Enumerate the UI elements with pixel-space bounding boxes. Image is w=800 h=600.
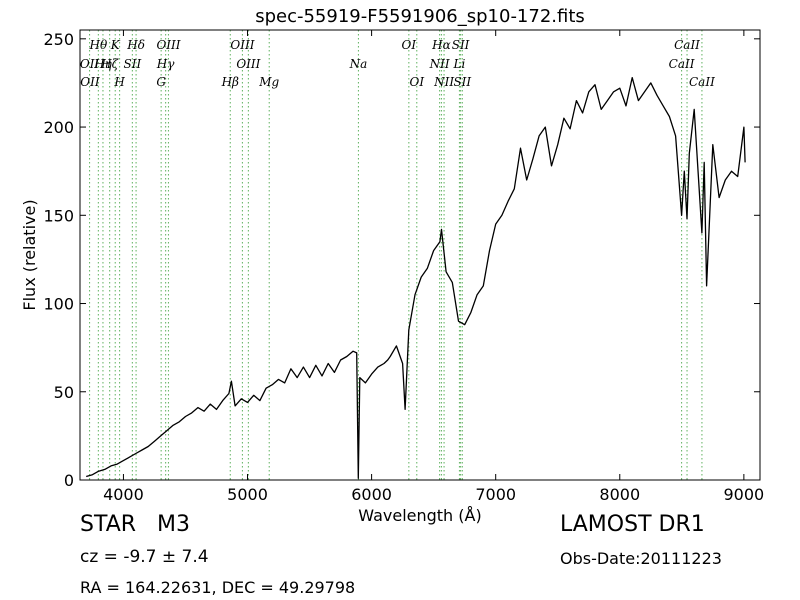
spectral-line-label: CaII bbox=[674, 38, 700, 52]
plot-frame bbox=[79, 29, 761, 481]
spectral-line-label: OIII bbox=[230, 38, 254, 52]
y-tick-label: 50 bbox=[54, 383, 74, 402]
spectral-line-label: Li bbox=[453, 57, 466, 71]
coordinates: RA = 164.22631, DEC = 49.29798 bbox=[80, 578, 356, 597]
spectral-line-label: Hζ bbox=[100, 57, 119, 71]
spectral-line-label: OI bbox=[409, 75, 424, 89]
spectral-line-label: Hθ bbox=[89, 38, 108, 52]
spectral-line-label: CaII bbox=[689, 75, 715, 89]
spectral-line-label: G bbox=[156, 75, 166, 89]
spectral-line-markers bbox=[89, 30, 703, 480]
spectral-line-label: Na bbox=[349, 57, 368, 71]
spectral-line-label: OII bbox=[80, 75, 100, 89]
spectral-line-label: OII bbox=[80, 57, 100, 71]
spectral-line-label: OIII bbox=[236, 57, 260, 71]
spectral-line-label: Hγ bbox=[156, 57, 175, 71]
x-tick-label: 7000 bbox=[475, 485, 516, 504]
spectral-line-label: NII bbox=[433, 75, 454, 89]
spectral-line-label: SII bbox=[124, 57, 142, 71]
spectral-line-label: CaII bbox=[669, 57, 695, 71]
spectral-line-label: H bbox=[113, 75, 125, 89]
spectral-line-label: SII bbox=[453, 75, 471, 89]
x-tick-label: 9000 bbox=[724, 485, 765, 504]
y-tick-label: 100 bbox=[43, 295, 74, 314]
y-tick-label: 150 bbox=[43, 206, 74, 225]
x-tick-label: 6000 bbox=[351, 485, 392, 504]
y-tick-label: 200 bbox=[43, 118, 74, 137]
spectral-line-label: Hα bbox=[431, 38, 451, 52]
x-tick-label: 4000 bbox=[103, 485, 144, 504]
observation-date: Obs-Date:20111223 bbox=[560, 549, 722, 568]
spectral-line-label: K bbox=[110, 38, 121, 52]
spectral-line-label: Hδ bbox=[126, 38, 145, 52]
y-tick-label: 0 bbox=[64, 471, 74, 490]
axis-ticks: 4000 5000 6000 7000 8000 9000 0 50 100 150 200 250 bbox=[43, 30, 764, 504]
spectrum-line bbox=[86, 76, 746, 479]
object-subclass: M3 bbox=[157, 512, 190, 537]
spectral-line-label: Mg bbox=[258, 75, 279, 89]
y-tick-label: 250 bbox=[43, 30, 74, 49]
spectral-line-label: Hη bbox=[93, 57, 112, 71]
spectral-line-label: SII bbox=[452, 38, 470, 52]
spectral-line-label: OI bbox=[402, 38, 417, 52]
chart-title: spec-55919-F5591906_sp10-172.fits bbox=[255, 6, 585, 27]
spectral-line-label: Hβ bbox=[221, 75, 239, 89]
spectral-line-label: OIII bbox=[156, 38, 180, 52]
survey-name: LAMOST DR1 bbox=[560, 512, 705, 537]
redshift-readout: cz = -9.7 ± 7.4 bbox=[80, 547, 209, 567]
x-tick-label: 8000 bbox=[599, 485, 640, 504]
object-type: STAR bbox=[80, 512, 137, 537]
x-axis-label: Wavelength (Å) bbox=[358, 506, 481, 525]
x-tick-label: 5000 bbox=[227, 485, 268, 504]
spectral-line-label: NII bbox=[429, 57, 450, 71]
y-axis-label: Flux (relative) bbox=[20, 199, 39, 310]
